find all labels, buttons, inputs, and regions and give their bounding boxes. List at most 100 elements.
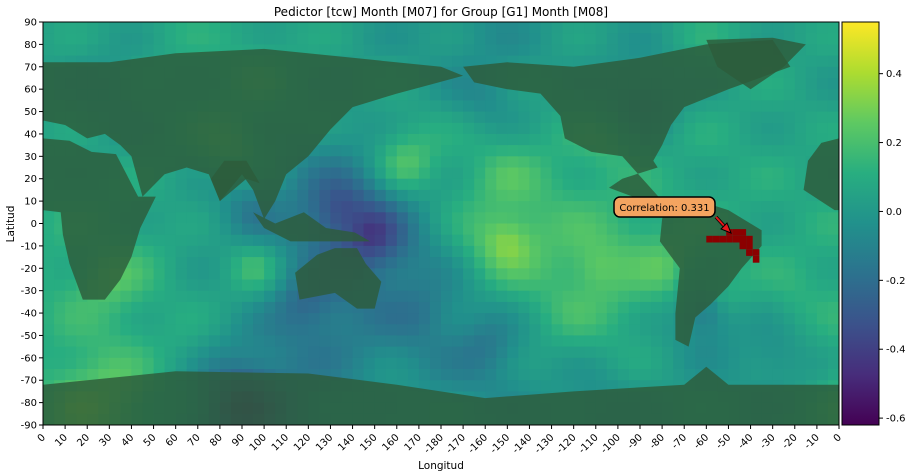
heatmap-cell (153, 189, 166, 202)
heatmap-cell (219, 290, 232, 303)
heatmap-cell (772, 234, 785, 247)
land-polygon (295, 248, 382, 309)
heatmap-cell (374, 245, 387, 258)
heatmap-cell (827, 122, 839, 135)
heatmap-cell (418, 357, 431, 370)
heatmap-cell (175, 290, 188, 303)
heatmap-cell (374, 301, 387, 314)
heatmap-cell (695, 346, 707, 359)
heatmap-cell (540, 357, 553, 370)
heatmap-cell (761, 324, 774, 337)
heatmap-cell (606, 223, 619, 236)
heatmap-cell (474, 301, 486, 314)
heatmap-cell (662, 346, 674, 359)
heatmap-cell (363, 167, 376, 180)
heatmap-cell (429, 290, 442, 303)
heatmap-cell (441, 167, 453, 180)
heatmap-cell (816, 212, 829, 225)
heatmap-cell (717, 201, 730, 213)
heatmap-cell (109, 55, 121, 68)
heatmap-cell (662, 290, 674, 303)
heatmap-cell (264, 357, 276, 370)
heatmap-cell (441, 122, 453, 135)
heatmap-cell (695, 100, 707, 113)
heatmap-cell (662, 178, 674, 191)
heatmap-cell (452, 55, 464, 68)
heatmap-cell (275, 33, 287, 45)
heatmap-cell (761, 290, 774, 303)
heatmap-cell (805, 268, 818, 281)
heatmap-cell (805, 22, 818, 34)
heatmap-cell (208, 234, 221, 247)
heatmap-cell (175, 301, 188, 314)
heatmap-cell (794, 66, 807, 79)
heatmap-cell (463, 44, 475, 57)
heatmap-cell (584, 357, 597, 370)
heatmap-cell (396, 44, 409, 57)
heatmap-cell (175, 245, 188, 258)
heatmap-cell (606, 33, 619, 45)
heatmap-cell (396, 89, 409, 101)
heatmap-cell (496, 245, 508, 258)
heatmap-cell (673, 178, 685, 191)
heatmap-cell (131, 22, 144, 34)
land-polygon (43, 138, 156, 300)
heatmap-cell (87, 145, 99, 157)
heatmap-cell (551, 357, 564, 370)
heatmap-cell (739, 100, 752, 113)
heatmap-cell (341, 212, 354, 225)
heatmap-cell (595, 268, 608, 281)
y-tick-label: 80 (24, 40, 37, 51)
heatmap-cell (286, 22, 298, 34)
heatmap-cell (463, 369, 475, 381)
highlight-cell (739, 229, 747, 236)
heatmap-cell (418, 335, 431, 348)
heatmap-cell (120, 301, 133, 314)
y-tick-label: -20 (21, 264, 37, 275)
heatmap-cell (496, 212, 508, 225)
heatmap-cell (827, 301, 839, 314)
heatmap-cell (794, 100, 807, 113)
heatmap-cell (275, 335, 287, 348)
heatmap-cell (341, 22, 354, 34)
heatmap-cell (595, 234, 608, 247)
heatmap-cell (109, 301, 121, 314)
heatmap-cell (208, 33, 221, 45)
heatmap-cell (739, 279, 752, 292)
heatmap-cell (153, 234, 166, 247)
heatmap-cell (518, 335, 531, 348)
heatmap-cell (253, 268, 265, 281)
heatmap-cell (584, 324, 597, 337)
heatmap-cell (474, 245, 486, 258)
heatmap-cell (562, 189, 575, 202)
heatmap-cell (540, 257, 553, 269)
heatmap-cell (673, 357, 685, 370)
heatmap-cell (54, 33, 66, 45)
heatmap-cell (463, 357, 475, 370)
heatmap-cell (43, 44, 55, 57)
heatmap-cell (98, 133, 110, 146)
heatmap-cell (175, 324, 188, 337)
heatmap-cell (651, 335, 663, 348)
heatmap-cell (496, 313, 508, 325)
heatmap-cell (54, 290, 66, 303)
heatmap-cell (640, 22, 652, 34)
heatmap-cell (429, 89, 442, 101)
heatmap-cell (418, 145, 431, 157)
heatmap-cell (65, 335, 77, 348)
heatmap-cell (684, 178, 696, 191)
heatmap-cell (230, 22, 243, 34)
heatmap-cell (418, 44, 431, 57)
heatmap-cell (739, 335, 752, 348)
heatmap-cell (496, 201, 508, 213)
heatmap-cell (65, 268, 77, 281)
heatmap-cell (120, 268, 133, 281)
heatmap-cell (573, 335, 586, 348)
heatmap-cell (485, 44, 497, 57)
heatmap-cell (617, 290, 630, 303)
heatmap-cell (695, 357, 707, 370)
heatmap-cell (507, 245, 519, 258)
heatmap-cell (584, 44, 597, 57)
heatmap-cell (640, 223, 652, 236)
heatmap-cell (684, 369, 696, 381)
